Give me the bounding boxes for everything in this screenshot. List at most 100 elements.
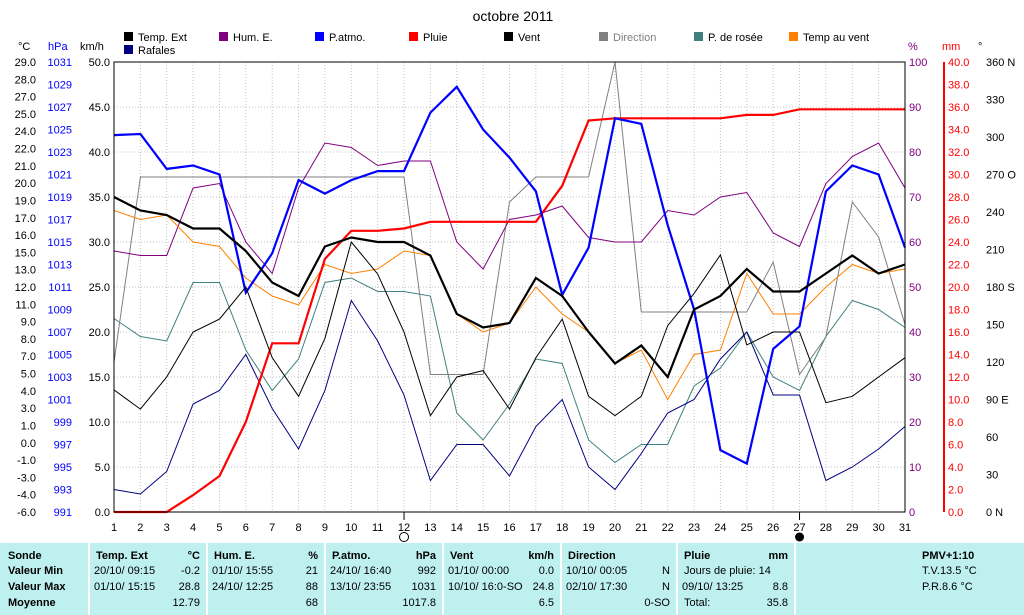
- humidity-tick-label: 10: [909, 462, 921, 474]
- legend-swatch: [789, 32, 798, 41]
- direction-tick-label: 240: [986, 207, 1004, 219]
- legend-label: P.atmo.: [329, 32, 366, 44]
- rain-tick-label: 12.0: [948, 372, 969, 384]
- rain-tick-label: 10.0: [948, 395, 969, 407]
- stats-col-pressure: P.atmo. hPa 24/10/ 16:40 992 13/10/ 23:5…: [324, 543, 442, 615]
- x-tick-label: 21: [635, 522, 647, 534]
- stats-pmv: PMV+1:10: [922, 550, 975, 562]
- rain-tick-label: 32.0: [948, 147, 969, 159]
- series-line-hum-e-: [113, 142, 906, 275]
- legend-swatch: [599, 32, 608, 41]
- x-tick-label: 29: [846, 522, 858, 534]
- stats-temp-min-date: 20/10/ 09:15: [94, 565, 156, 577]
- legend-swatch: [409, 32, 418, 41]
- legend-label: Pluie: [423, 32, 447, 44]
- unit-label-3: %: [908, 41, 918, 53]
- stats-pressure-min-val: 992: [417, 565, 436, 577]
- x-tick-label: 26: [767, 522, 779, 534]
- stats-rain-total-val: 35.8: [766, 597, 788, 609]
- wind-tick-label: 25.0: [89, 282, 110, 294]
- legend-label: Hum. E.: [233, 32, 273, 44]
- x-tick-label: 30: [873, 522, 885, 534]
- temp-tick-label: 9.0: [21, 317, 36, 329]
- legend-label: Direction: [613, 32, 656, 44]
- stats-direction-min-date: 10/10/ 00:05: [566, 565, 628, 577]
- temp-tick-label: 11.0: [15, 299, 36, 311]
- stats-temp-head: Temp. Ext: [96, 550, 148, 562]
- rain-tick-label: 34.0: [948, 125, 969, 137]
- direction-tick-label: 210: [986, 245, 1004, 257]
- direction-tick-label: 0 N: [986, 507, 1003, 519]
- pressure-tick-label: 1015: [48, 237, 72, 249]
- pressure-tick-label: 1005: [48, 350, 72, 362]
- x-tick-label: 8: [296, 522, 302, 534]
- stats-direction-head: Direction: [568, 550, 616, 562]
- humidity-tick-label: 20: [909, 417, 921, 429]
- x-tick-label: 13: [424, 522, 436, 534]
- stats-wind-max-date: 10/10/ 16:0-SO: [448, 581, 523, 593]
- temp-tick-label: 8.0: [21, 334, 36, 346]
- stats-pressure-min-date: 24/10/ 16:40: [330, 565, 392, 577]
- right-axes: 100908070605040302010040.038.036.034.032…: [909, 57, 1016, 519]
- legend-swatch: [124, 32, 133, 41]
- series-line-temp-ext: [113, 240, 906, 417]
- temp-tick-label: -4.0: [17, 490, 36, 502]
- pressure-tick-label: 1019: [48, 192, 72, 204]
- x-tick-label: 25: [741, 522, 753, 534]
- rain-tick-label: 38.0: [948, 80, 969, 92]
- stats-direction-max-val: N: [662, 581, 670, 593]
- x-tick-label: 17: [530, 522, 542, 534]
- x-tick-label: 9: [322, 522, 328, 534]
- temp-tick-label: 27.0: [15, 92, 36, 104]
- pressure-tick-label: 1007: [48, 327, 72, 339]
- legend-swatch: [219, 32, 228, 41]
- pressure-tick-label: 1003: [48, 372, 72, 384]
- legend-swatch: [315, 32, 324, 41]
- direction-tick-label: 360 N: [986, 57, 1015, 69]
- wind-tick-label: 10.0: [89, 417, 110, 429]
- stats-panel: Sonde Valeur Min Valeur Max Moyenne Temp…: [0, 543, 1024, 615]
- temp-tick-label: 5.0: [21, 369, 36, 381]
- rain-tick-label: 0.0: [948, 507, 963, 519]
- stats-tv: T.V.13.5 °C: [922, 565, 977, 577]
- pressure-tick-label: 997: [54, 440, 72, 452]
- x-tick-label: 11: [372, 522, 383, 534]
- temp-tick-label: 1.0: [21, 420, 36, 432]
- stats-hum-unit: %: [308, 550, 318, 562]
- legend-swatch: [504, 32, 513, 41]
- unit-label-5: °: [978, 41, 982, 53]
- direction-tick-label: 90 E: [986, 395, 1009, 407]
- chart-series: [113, 61, 907, 514]
- wind-tick-label: 40.0: [89, 147, 110, 159]
- stats-col-temp: Temp. Ext °C 20/10/ 09:15 -0.2 01/10/ 15…: [88, 543, 206, 615]
- series-line-direction: [113, 61, 906, 376]
- rain-tick-label: 22.0: [948, 260, 969, 272]
- stats-temp-max-val: 28.8: [178, 581, 200, 593]
- x-tick-label: 3: [164, 522, 170, 534]
- legend-label: Temp au vent: [803, 32, 869, 44]
- pressure-tick-label: 1011: [48, 282, 72, 294]
- chart-grid: [113, 62, 906, 512]
- stats-temp-min-val: -0.2: [181, 565, 200, 577]
- stats-label-max: Valeur Max: [8, 581, 66, 593]
- stats-rain-max-val: 8.8: [772, 581, 788, 593]
- x-tick-label: 12: [398, 522, 410, 534]
- pressure-tick-label: 1023: [48, 147, 72, 159]
- wind-tick-label: 50.0: [89, 57, 110, 69]
- stats-col-pmv: PMV+1:10 T.V.13.5 °C P.R.8.6 °C: [794, 543, 1024, 615]
- x-tick-label: 15: [477, 522, 489, 534]
- temp-tick-label: 21.0: [15, 161, 36, 173]
- humidity-tick-label: 40: [909, 327, 921, 339]
- rain-tick-label: 20.0: [948, 282, 969, 294]
- pressure-tick-label: 999: [54, 417, 72, 429]
- x-tick-label: 10: [345, 522, 357, 534]
- stats-wind-max-val: 24.8: [532, 581, 554, 593]
- stats-label-sonde: Sonde: [8, 550, 42, 562]
- wind-tick-label: 0.0: [95, 507, 110, 519]
- legend-label: Vent: [518, 32, 540, 44]
- stats-wind-avg: 6.5: [538, 597, 554, 609]
- wind-tick-label: 5.0: [95, 462, 110, 474]
- stats-col-direction: Direction 10/10/ 00:05 N 02/10/ 17:30 N …: [560, 543, 676, 615]
- stats-col-wind: Vent km/h 01/10/ 00:00 0.0 10/10/ 16:0-S…: [442, 543, 560, 615]
